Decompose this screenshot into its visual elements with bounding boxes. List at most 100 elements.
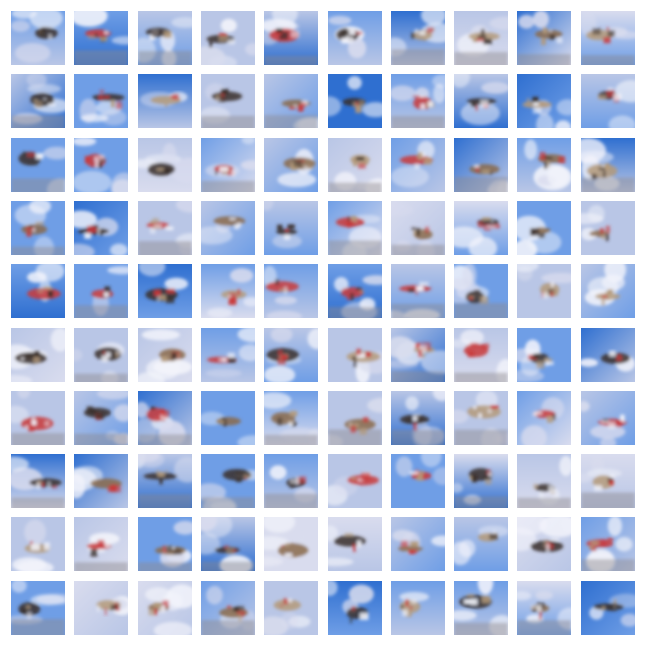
generated-sample-tile	[328, 517, 382, 571]
generated-sample-tile	[581, 138, 635, 192]
sample-image	[517, 517, 571, 571]
generated-sample-tile	[391, 328, 445, 382]
sample-image	[454, 11, 508, 65]
generated-sample-tile	[328, 454, 382, 508]
generated-sample-tile	[391, 264, 445, 318]
generated-sample-tile	[11, 264, 65, 318]
generated-sample-tile	[328, 74, 382, 128]
sample-image	[517, 264, 571, 318]
sample-image	[74, 581, 128, 635]
sample-image	[11, 138, 65, 192]
generated-sample-tile	[264, 391, 318, 445]
sample-image	[264, 264, 318, 318]
generated-sample-tile	[138, 581, 192, 635]
sample-image	[517, 328, 571, 382]
sample-image	[138, 11, 192, 65]
sample-image	[454, 201, 508, 255]
sample-image	[74, 454, 128, 508]
sample-image	[581, 454, 635, 508]
sample-image	[581, 11, 635, 65]
generated-sample-tile	[74, 264, 128, 318]
sample-image	[581, 328, 635, 382]
sample-image	[517, 74, 571, 128]
sample-image	[517, 454, 571, 508]
sample-image	[201, 201, 255, 255]
sample-image	[11, 74, 65, 128]
generated-sample-tile	[11, 11, 65, 65]
generated-sample-tile	[328, 328, 382, 382]
generated-sample-tile	[517, 517, 571, 571]
sample-image	[328, 581, 382, 635]
generated-sample-tile	[264, 581, 318, 635]
generated-sample-tile	[328, 201, 382, 255]
generated-sample-tile	[264, 138, 318, 192]
generated-sample-tile	[517, 454, 571, 508]
sample-image	[454, 264, 508, 318]
sample-image	[581, 517, 635, 571]
sample-image	[11, 328, 65, 382]
generated-sample-tile	[138, 138, 192, 192]
sample-image	[264, 581, 318, 635]
generated-sample-tile	[74, 581, 128, 635]
generated-sample-tile	[11, 581, 65, 635]
sample-image	[138, 138, 192, 192]
generated-sample-tile	[391, 74, 445, 128]
generated-sample-tile	[454, 264, 508, 318]
generated-sample-tile	[201, 138, 255, 192]
sample-image	[454, 74, 508, 128]
sample-image	[11, 454, 65, 508]
generated-sample-tile	[391, 11, 445, 65]
generated-sample-tile	[391, 138, 445, 192]
sample-image	[11, 264, 65, 318]
generated-sample-tile	[454, 74, 508, 128]
sample-image	[264, 328, 318, 382]
sample-image	[264, 138, 318, 192]
generated-sample-tile	[328, 138, 382, 192]
generated-sample-tile	[581, 517, 635, 571]
generated-sample-tile	[264, 328, 318, 382]
generated-sample-tile	[517, 391, 571, 445]
sample-image	[201, 517, 255, 571]
generated-sample-tile	[454, 454, 508, 508]
generated-sample-tile	[201, 264, 255, 318]
generated-sample-tile	[454, 201, 508, 255]
generated-sample-tile	[454, 11, 508, 65]
sample-image	[391, 11, 445, 65]
generated-sample-tile	[138, 454, 192, 508]
generated-sample-tile	[328, 11, 382, 65]
generated-sample-tile	[201, 581, 255, 635]
generated-sample-tile	[74, 201, 128, 255]
sample-image	[138, 391, 192, 445]
sample-image	[581, 581, 635, 635]
sample-image	[138, 454, 192, 508]
sample-image	[138, 201, 192, 255]
sample-image	[328, 454, 382, 508]
generated-sample-tile	[11, 201, 65, 255]
sample-image	[201, 581, 255, 635]
generated-sample-tile	[138, 391, 192, 445]
generated-sample-tile	[201, 11, 255, 65]
generated-sample-tile	[581, 581, 635, 635]
sample-image	[138, 328, 192, 382]
sample-image	[391, 328, 445, 382]
sample-image	[74, 517, 128, 571]
sample-image	[328, 328, 382, 382]
generated-sample-tile	[74, 454, 128, 508]
sample-image	[391, 138, 445, 192]
generated-sample-tile	[264, 264, 318, 318]
sample-image	[328, 264, 382, 318]
sample-image	[581, 391, 635, 445]
sample-image	[328, 517, 382, 571]
sample-image	[391, 581, 445, 635]
generated-sample-tile	[581, 328, 635, 382]
generated-sample-tile	[201, 201, 255, 255]
sample-image	[328, 74, 382, 128]
sample-image	[138, 264, 192, 318]
sample-image	[201, 328, 255, 382]
sample-image	[391, 391, 445, 445]
sample-image	[517, 11, 571, 65]
sample-image	[201, 138, 255, 192]
sample-image	[201, 11, 255, 65]
sample-image	[328, 391, 382, 445]
generated-sample-tile	[581, 11, 635, 65]
